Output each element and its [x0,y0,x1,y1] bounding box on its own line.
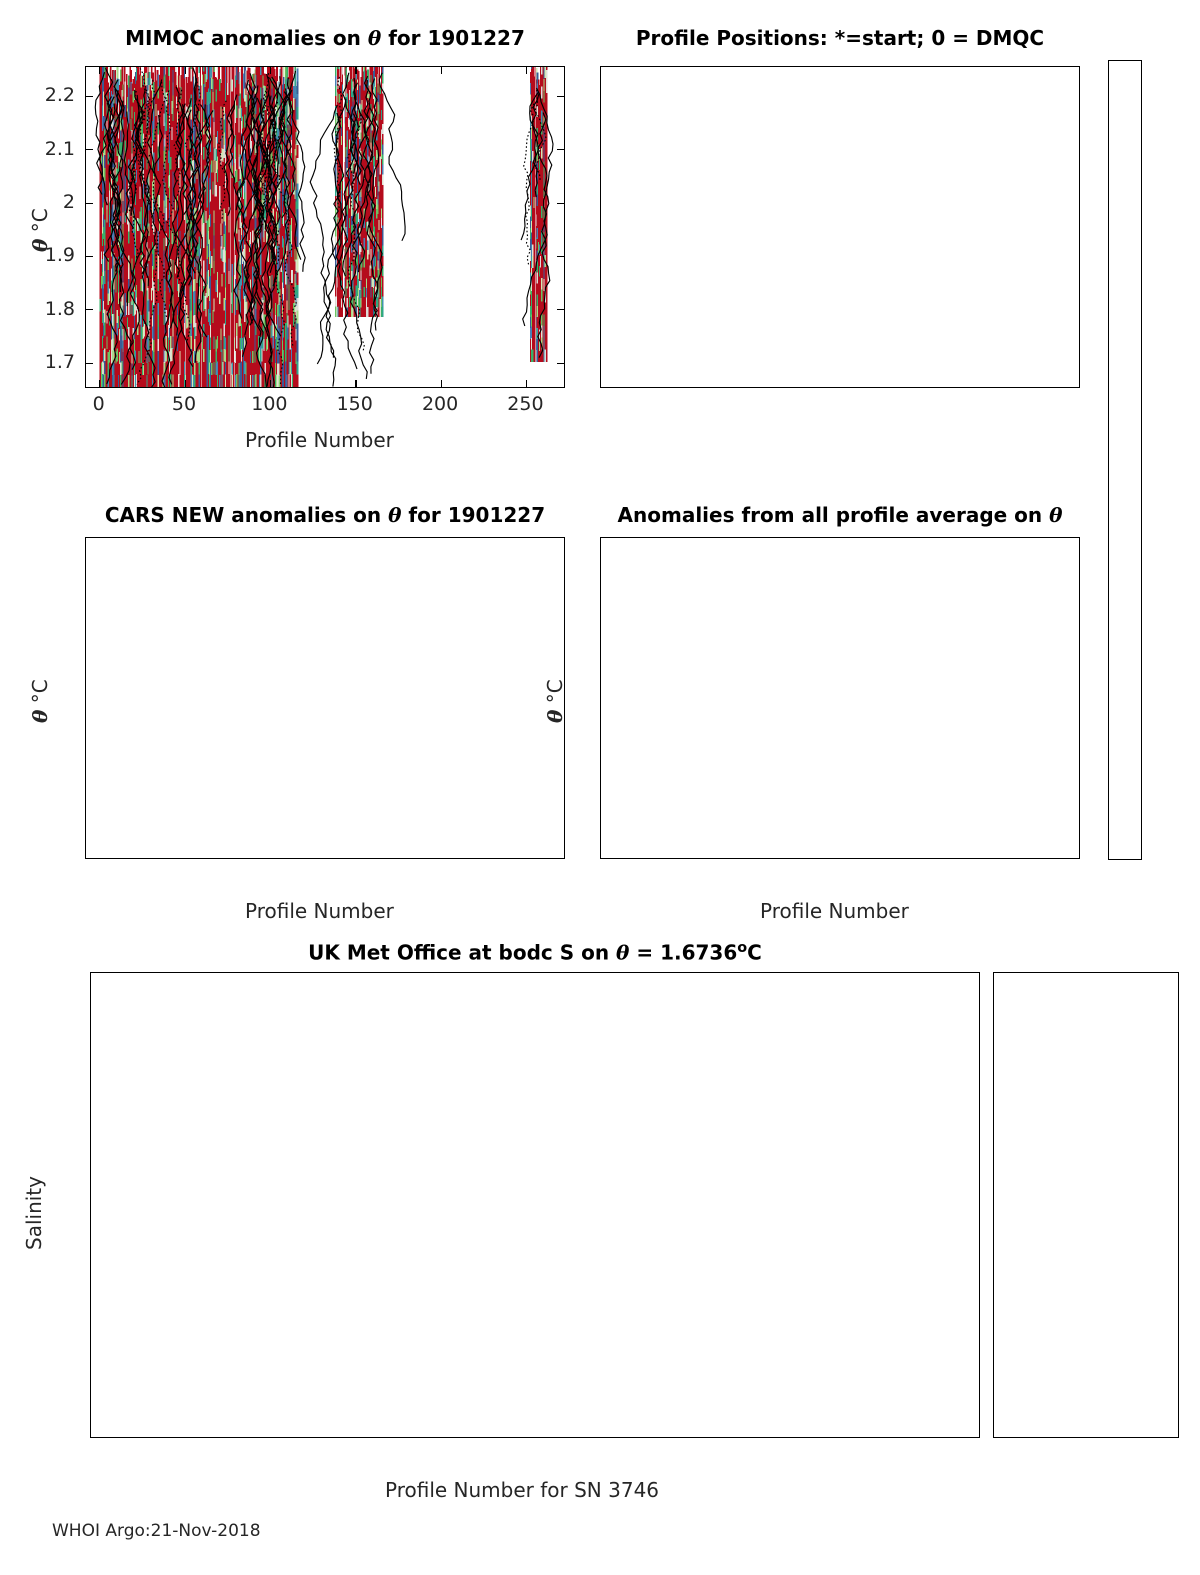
salinity-legend [993,972,1179,1438]
average-ylabel: θ °C [543,679,567,723]
x-tick [184,67,186,74]
figure-footer: WHOI Argo:21-Nov-2018 [52,1521,261,1541]
x-tick [525,67,528,74]
cars-xlabel: Profile Number [245,899,394,923]
y-tick-label: 2.2 [44,84,75,107]
cars-ylabel: θ °C [28,679,52,723]
x-tick [525,380,528,387]
x-tick-label: 0 [92,393,105,415]
salinity-title-pre: UK Met Office at bodc S on [308,940,617,965]
x-tick [184,380,186,387]
x-tick [269,380,272,387]
y-tick-label: 1.8 [44,297,75,320]
y-tick [86,362,93,364]
theta-glyph: θ [1049,503,1063,527]
cars-title: CARS NEW anomalies on θ for 1901227 [70,503,580,527]
y-tick [86,149,93,151]
y-tick [86,309,93,311]
salinity-title: UK Met Office at bodc S on θ = 1.6736oC [90,940,980,965]
average-xlabel: Profile Number [760,899,909,923]
x-tick-label: 100 [251,393,288,415]
y-tick [86,202,93,204]
cars-title-pre: CARS NEW anomalies on [104,503,389,527]
mimoc-title-post: for 1901227 [381,26,525,50]
theta-glyph: θ [388,503,402,527]
cars-axes [85,537,565,859]
mimoc-title: MIMOC anomalies on θ for 1901227 [85,26,565,50]
theta-glyph: θ [367,26,382,50]
y-tick-label: 2.1 [44,137,75,160]
x-tick [99,67,101,74]
y-tick [557,255,564,258]
y-tick-label: 2 [62,191,75,213]
x-tick-label: 50 [171,393,197,415]
x-tick [355,67,357,74]
salinity-title-post: C [747,940,762,965]
y-tick [557,309,564,311]
x-tick-label: 200 [421,393,459,415]
salinity-axes [90,972,980,1438]
average-title-pre: Anomalies from all profile average on [617,503,1050,527]
x-tick [440,380,442,387]
unit-label: °C [28,208,52,233]
cars-title-post: for 1901227 [401,503,546,527]
degree-superscript: o [737,940,748,956]
unit-label: °C [543,679,567,704]
x-tick [355,380,357,387]
mimoc-axes [85,66,565,388]
x-tick [440,67,442,74]
mimoc-title-pre: MIMOC anomalies on [125,26,368,50]
y-tick [557,202,564,204]
theta-glyph: θ [543,709,567,723]
y-tick [86,95,93,98]
x-tick-label: 150 [336,393,373,415]
y-tick [86,255,93,258]
y-tick [557,362,564,364]
unit-label: °C [28,679,52,704]
y-tick-label: 1.9 [44,244,75,267]
theta-glyph: θ [28,709,52,723]
y-tick [557,149,564,151]
x-tick [99,380,101,387]
map-axes [600,66,1080,388]
average-title: Anomalies from all profile average on θ [580,503,1100,527]
salinity-xlabel: Profile Number for SN 3746 [385,1478,660,1502]
x-tick-label: 250 [507,393,544,415]
mimoc-xlabel: Profile Number [245,428,394,452]
average-axes [600,537,1080,859]
salinity-title-mid: = 1.6736 [629,940,738,965]
map-title: Profile Positions: *=start; 0 = DMQC [635,26,1045,50]
y-tick [557,95,564,98]
y-tick-label: 1.7 [44,351,75,373]
x-tick [269,67,272,74]
salinity-ylabel: Salinity [22,1176,46,1250]
mimoc-pcolor [94,67,554,387]
colorbar [1108,60,1142,860]
theta-glyph: θ [616,940,630,965]
